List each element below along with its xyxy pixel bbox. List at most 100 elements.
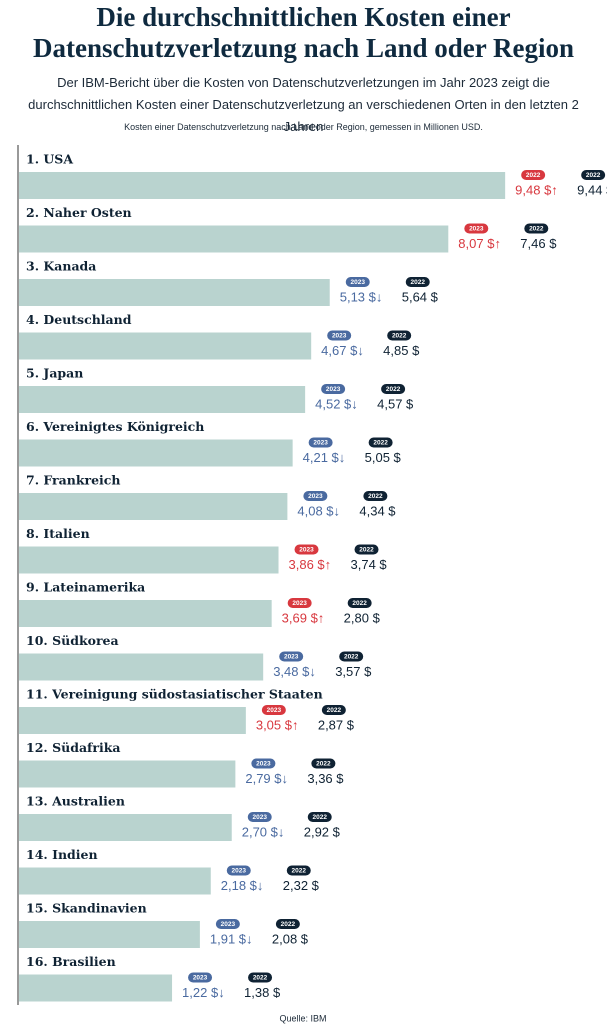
year-badge: [339, 651, 364, 662]
bar: [19, 546, 279, 574]
year-badge: [363, 491, 388, 501]
bar: [19, 386, 306, 413]
year-badge: [464, 223, 489, 234]
value-label-2023: 4,21 $↓: [303, 450, 346, 465]
year-badge: [279, 651, 304, 662]
value-label-2023: 5,13 $↓: [340, 289, 383, 304]
year-badge-label: 2023: [292, 600, 307, 607]
category-label: 6. Vereinigtes Königreich: [26, 419, 204, 434]
value-label-2022: 2,80 $: [344, 610, 381, 625]
value-label-2023: 4,08 $↓: [297, 503, 340, 518]
year-badge: [303, 491, 328, 501]
source: Quelle: IBM: [279, 1013, 326, 1023]
year-badge: [275, 919, 300, 929]
year-badge: [521, 170, 546, 180]
year-badge: [215, 919, 240, 929]
year-badge-label: 2022: [386, 386, 401, 393]
category-label: 2. Naher Osten: [26, 205, 132, 220]
value-label-2023: 2,70 $↓: [242, 824, 285, 839]
category-label: 9. Lateinamerika: [26, 580, 145, 595]
bar: [19, 814, 232, 841]
value-label-2022: 1,38 $: [244, 985, 281, 1000]
year-badge-label: 2023: [332, 333, 347, 340]
bar: [19, 279, 330, 306]
year-badge: [347, 598, 372, 608]
year-badge: [381, 384, 406, 394]
year-badge-label: 2023: [267, 707, 282, 714]
category-label: 10. Südkorea: [26, 633, 119, 648]
value-label-2023: 3,05 $↑: [256, 717, 299, 732]
year-badge-label: 2022: [316, 761, 331, 768]
value-label-2022: 4,85 $: [383, 343, 420, 358]
category-label: 16. Brasilien: [26, 954, 116, 969]
year-badge: [308, 437, 333, 448]
value-label-2023: 2,79 $↓: [245, 771, 288, 786]
year-badge-label: 2022: [352, 600, 367, 607]
year-badge-label: 2023: [313, 440, 328, 447]
category-label: 13. Australien: [26, 794, 125, 809]
year-badge-label: 2022: [526, 172, 541, 179]
category-label: 3. Kanada: [26, 259, 96, 274]
value-label-2023: 1,22 $↓: [182, 985, 225, 1000]
value-label-2023: 8,07 $↑: [458, 236, 501, 251]
value-label-2023: 9,48 $↑: [515, 182, 558, 197]
bar: [19, 225, 449, 253]
year-badge-label: 2023: [256, 761, 271, 768]
category-label: 15. Skandinavien: [26, 901, 147, 916]
year-badge-label: 2022: [392, 333, 407, 340]
year-badge: [247, 812, 272, 822]
category-label: 8. Italien: [26, 526, 90, 541]
year-badge: [287, 598, 312, 608]
year-badge-label: 2023: [284, 654, 299, 661]
bar: [19, 707, 246, 734]
value-label-2022: 2,92 $: [304, 824, 341, 839]
bar: [19, 760, 236, 788]
year-badge: [321, 384, 346, 394]
category-label: 11. Vereinigung südostasiatischer Staate…: [26, 687, 323, 702]
value-label-2023: 3,48 $↓: [273, 664, 316, 679]
value-label-2022: 2,32 $: [283, 878, 320, 893]
year-badge-label: 2023: [351, 279, 366, 286]
chart-subtitle: Der IBM-Bericht über die Kosten von Date…: [28, 75, 579, 134]
value-label-2022: 4,34 $: [359, 503, 396, 518]
year-badge: [405, 277, 430, 287]
year-badge-label: 2023: [299, 547, 314, 554]
value-label-2022: 5,64 $: [402, 289, 439, 304]
year-badge-label: 2022: [368, 493, 383, 500]
category-label: 4. Deutschland: [26, 312, 132, 327]
bar: [19, 653, 264, 681]
year-badge-label: 2023: [253, 814, 268, 821]
year-badge-label: 2023: [326, 386, 341, 393]
value-label-2022: 3,36 $: [307, 771, 344, 786]
bar: [19, 439, 293, 467]
value-label-2022: 5,05 $: [365, 450, 402, 465]
year-badge: [286, 865, 311, 876]
value-label-2022: 7,46 $: [520, 236, 557, 251]
category-label: 7. Frankreich: [26, 473, 120, 488]
year-badge: [311, 758, 336, 769]
year-badge-label: 2022: [327, 707, 342, 714]
year-badge: [226, 865, 251, 876]
category-label: 1. USA: [26, 152, 73, 167]
year-badge-label: 2023: [221, 921, 236, 928]
value-label-2023: 4,67 $↓: [321, 343, 364, 358]
year-badge: [387, 330, 412, 341]
year-badge: [251, 758, 276, 769]
year-badge: [327, 330, 352, 341]
year-badge-label: 2022: [359, 547, 374, 554]
year-badge-label: 2023: [232, 868, 247, 875]
year-badge: [354, 544, 379, 555]
year-badge-label: 2023: [193, 975, 208, 982]
value-label-2023: 3,69 $↑: [282, 610, 325, 625]
year-badge: [248, 972, 273, 983]
category-label: 5. Japan: [26, 366, 83, 381]
chart: Quelle: IBM 1. USA 2022 9,48 $↑ 2022 9,44 $ 2…: [17, 145, 607, 1023]
bar: [19, 493, 288, 520]
value-label-2022: 2,87 $: [318, 717, 355, 732]
year-badge-label: 2022: [586, 172, 601, 179]
year-badge-label: 2022: [292, 868, 307, 875]
year-badge-label: 2022: [253, 975, 268, 982]
year-badge-label: 2022: [344, 654, 359, 661]
value-label-2023: 3,86 $↑: [289, 557, 332, 572]
year-badge: [294, 544, 319, 555]
